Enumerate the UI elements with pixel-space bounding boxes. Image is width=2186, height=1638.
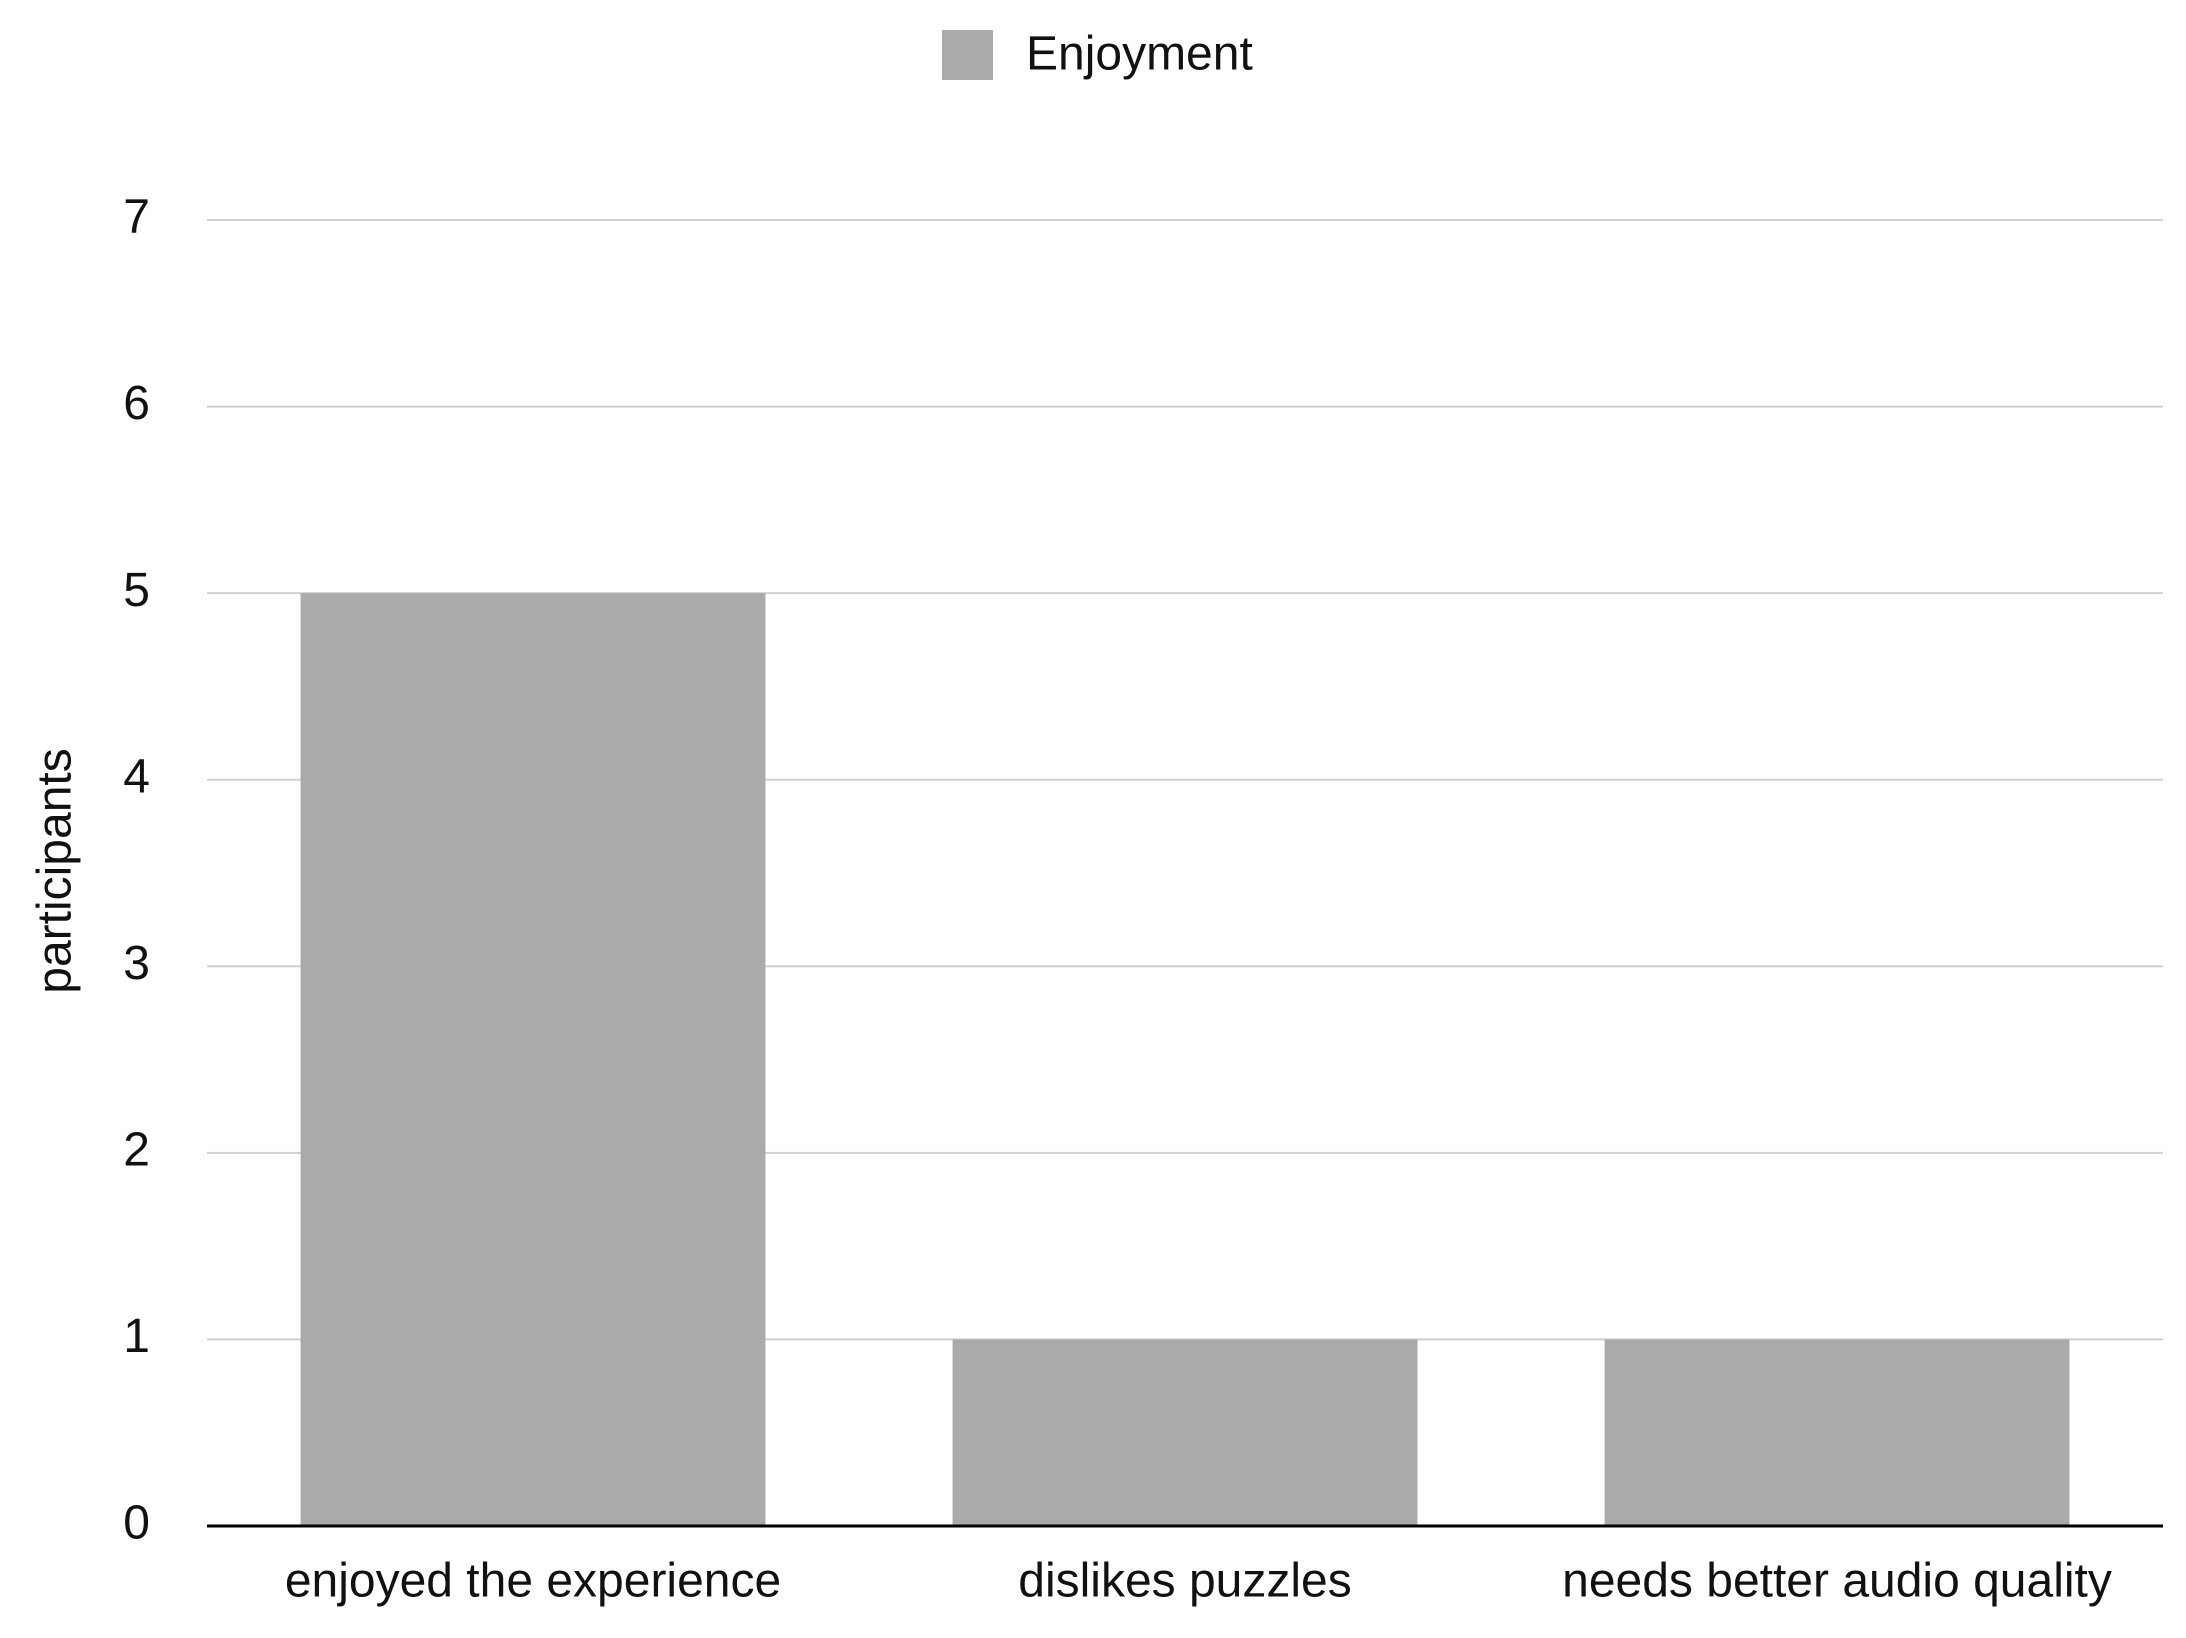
x-tick-label: needs better audio quality	[1562, 1555, 2112, 1608]
y-tick-label: 4	[123, 750, 150, 803]
x-tick-label: enjoyed the experience	[285, 1555, 781, 1608]
y-tick-label: 7	[123, 191, 150, 244]
bar	[952, 1339, 1418, 1526]
bar	[1604, 1339, 2070, 1526]
y-tick-label: 1	[123, 1310, 150, 1363]
y-tick-label: 6	[123, 377, 150, 430]
y-tick-label: 5	[123, 564, 150, 617]
y-tick-label: 2	[123, 1124, 150, 1177]
y-tick-label: 0	[123, 1497, 150, 1550]
bar	[300, 593, 766, 1526]
legend-swatch	[942, 30, 993, 80]
y-axis-label: participants	[29, 748, 82, 993]
x-tick-label: dislikes puzzles	[1018, 1555, 1351, 1608]
y-tick-label: 3	[123, 937, 150, 990]
legend-label: Enjoyment	[1026, 28, 1253, 81]
